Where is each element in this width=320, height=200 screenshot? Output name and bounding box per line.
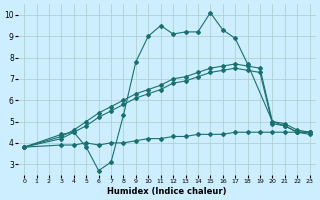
X-axis label: Humidex (Indice chaleur): Humidex (Indice chaleur) (107, 187, 227, 196)
